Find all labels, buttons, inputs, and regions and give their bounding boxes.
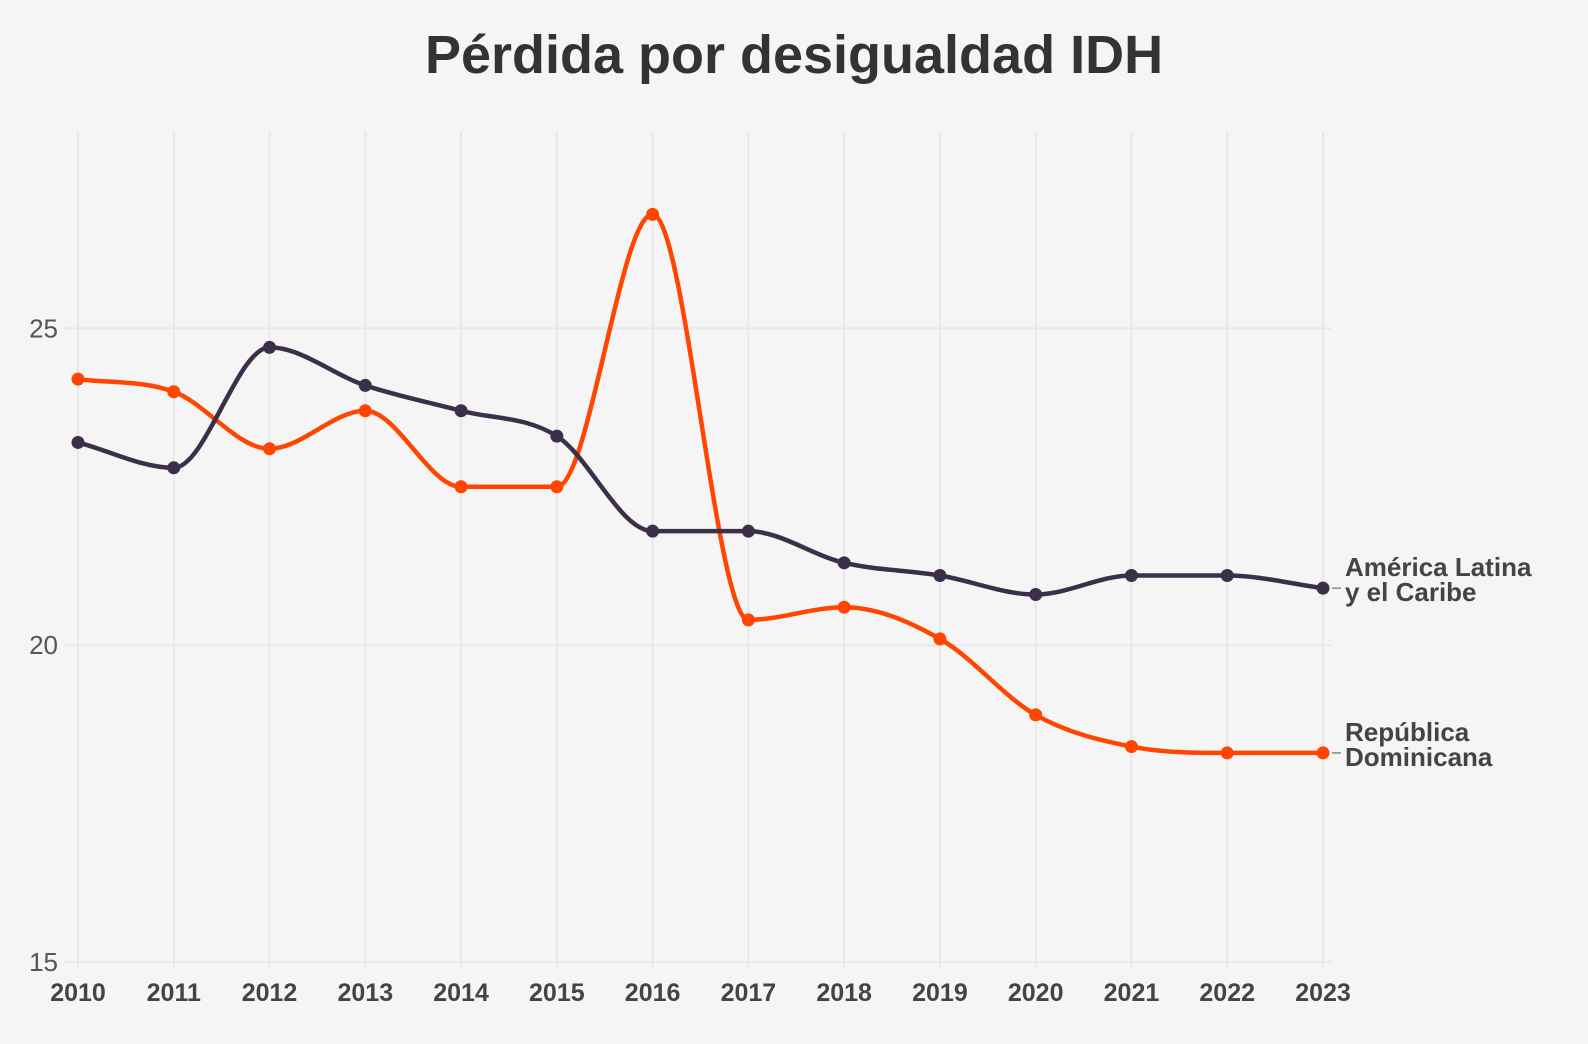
data-point — [454, 404, 468, 418]
x-tick-label: 2023 — [1295, 979, 1351, 1007]
x-tick-label: 2010 — [50, 979, 106, 1007]
data-point — [263, 340, 277, 354]
x-tick-label: 2016 — [625, 979, 681, 1007]
x-tick-label: 2013 — [337, 979, 393, 1007]
series-label: Dominicana — [1345, 742, 1493, 772]
series-label: América Latina — [1345, 552, 1532, 582]
series-layer — [71, 207, 1330, 760]
data-point — [1029, 588, 1043, 602]
x-tick-label: 2012 — [242, 979, 298, 1007]
y-tick-label: 15 — [29, 947, 58, 977]
data-point — [550, 429, 564, 443]
series-line — [75, 212, 1326, 756]
x-tick-label: 2015 — [529, 979, 585, 1007]
data-point — [167, 461, 181, 475]
x-tick-label: 2014 — [433, 979, 489, 1007]
data-point — [1029, 708, 1043, 722]
y-tick-label: 25 — [29, 313, 58, 343]
data-point — [741, 613, 755, 627]
data-point — [263, 442, 277, 456]
data-point — [1316, 746, 1330, 760]
data-point — [837, 600, 851, 614]
data-point — [933, 632, 947, 646]
data-point — [71, 435, 85, 449]
data-point — [454, 480, 468, 494]
x-tick-label: 2019 — [912, 979, 968, 1007]
series-label: República — [1345, 717, 1470, 747]
data-point — [1124, 740, 1138, 754]
series-line — [75, 345, 1326, 597]
data-point — [646, 524, 660, 538]
grid — [64, 132, 1331, 968]
chart-title: Pérdida por desigualdad IDH — [424, 25, 1164, 85]
data-point — [1220, 569, 1234, 583]
x-tick-label: 2022 — [1199, 979, 1255, 1007]
x-tick-label: 2021 — [1104, 979, 1160, 1007]
data-point — [837, 556, 851, 570]
data-point — [167, 385, 181, 399]
data-point — [933, 569, 947, 583]
data-point — [1220, 746, 1234, 760]
x-tick-label: 2020 — [1008, 979, 1064, 1007]
data-point — [646, 207, 660, 221]
y-axis-ticks: 15 20 25 — [29, 313, 58, 977]
series-label: y el Caribe — [1345, 577, 1477, 607]
x-tick-label: 2017 — [721, 979, 777, 1007]
series-1 — [71, 207, 1330, 760]
data-point — [741, 524, 755, 538]
y-tick-label: 20 — [29, 630, 58, 660]
x-axis-ticks: 2010 2011 2012 2013 2014 2015 2016 2017 2018 2019… — [50, 979, 1351, 1007]
x-tick-label: 2011 — [147, 979, 201, 1007]
x-tick-label: 2018 — [816, 979, 872, 1007]
data-point — [1124, 569, 1138, 583]
data-point — [358, 378, 372, 392]
data-point — [71, 372, 85, 386]
series-0 — [71, 340, 1330, 602]
data-point — [1316, 581, 1330, 595]
data-point — [358, 404, 372, 418]
data-point — [550, 480, 564, 494]
